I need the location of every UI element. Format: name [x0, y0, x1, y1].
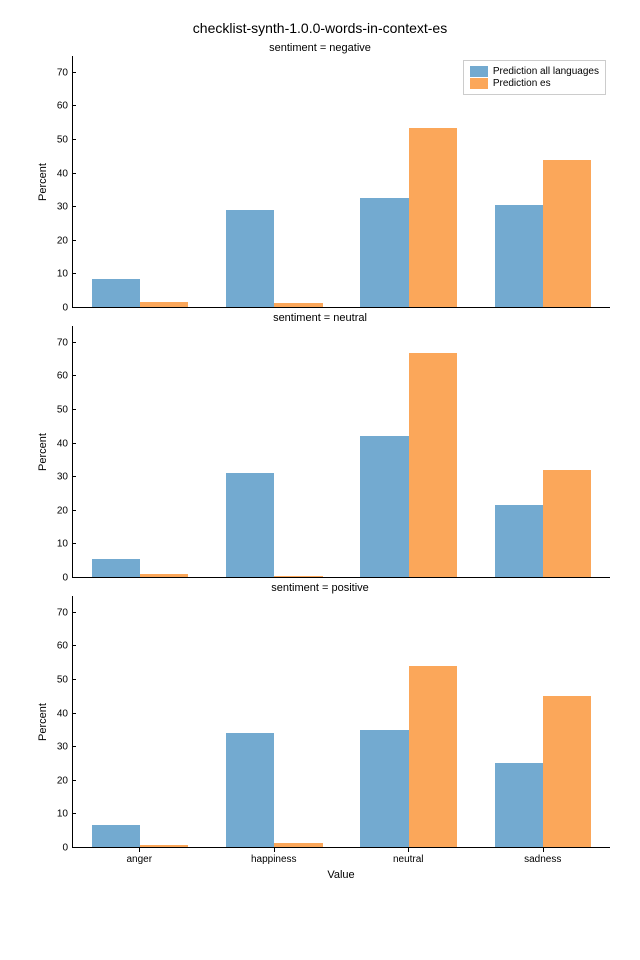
x-axis: angerhappinessneutralsadness: [30, 848, 610, 865]
bar-es: [409, 128, 457, 307]
panel-title: sentiment = negative: [30, 42, 610, 54]
chart-main-title: checklist-synth-1.0.0-words-in-context-e…: [193, 20, 447, 36]
bar-es: [543, 160, 591, 307]
bar-all-languages: [495, 505, 543, 577]
y-tick-label: 30: [57, 202, 68, 213]
y-tick-label: 40: [57, 438, 68, 449]
bar-es: [274, 303, 322, 307]
bar-all-languages: [360, 730, 408, 847]
bar-es: [409, 353, 457, 577]
y-tick-label: 70: [57, 337, 68, 348]
bar-all-languages: [495, 763, 543, 847]
bar-all-languages: [92, 559, 140, 577]
y-tick-label: 50: [57, 675, 68, 686]
bar-es: [140, 574, 188, 577]
x-tick-label: neutral: [341, 848, 476, 865]
x-tick-label: anger: [72, 848, 207, 865]
bar-all-languages: [92, 279, 140, 307]
y-axis: Percent010203040506070: [30, 326, 72, 578]
legend-swatch: [470, 66, 488, 77]
legend-item: Prediction all languages: [470, 66, 599, 77]
y-tick-label: 50: [57, 405, 68, 416]
y-tick-label: 0: [62, 843, 68, 854]
plot-area: [72, 596, 610, 848]
y-tick-label: 10: [57, 539, 68, 550]
x-tick-mark: [274, 848, 275, 852]
y-tick-label: 60: [57, 641, 68, 652]
x-tick-mark: [543, 848, 544, 852]
bar-es: [274, 843, 322, 847]
chart-area: Percent010203040506070: [30, 326, 610, 578]
y-tick-label: 10: [57, 809, 68, 820]
panel-title: sentiment = positive: [30, 582, 610, 594]
chart-area: Percent010203040506070: [30, 596, 610, 848]
y-tick-label: 60: [57, 101, 68, 112]
x-tick-mark: [139, 848, 140, 852]
bar-all-languages: [360, 198, 408, 307]
y-tick-label: 30: [57, 472, 68, 483]
bar-all-languages: [360, 436, 408, 577]
bar-all-languages: [226, 733, 274, 847]
bar-all-languages: [495, 205, 543, 307]
y-tick-label: 40: [57, 708, 68, 719]
y-tick-label: 70: [57, 607, 68, 618]
panels-container: sentiment = negativePercent0102030405060…: [30, 42, 610, 885]
bar-es: [274, 576, 322, 577]
legend-item: Prediction es: [470, 78, 599, 89]
y-tick-label: 20: [57, 775, 68, 786]
y-tick-label: 70: [57, 67, 68, 78]
legend: Prediction all languagesPrediction es: [463, 60, 606, 95]
legend-label: Prediction es: [493, 78, 551, 89]
panel-title: sentiment = neutral: [30, 312, 610, 324]
chart-panel: sentiment = positivePercent0102030405060…: [30, 582, 610, 881]
chart-panel: sentiment = neutralPercent01020304050607…: [30, 312, 610, 578]
y-tick-label: 40: [57, 168, 68, 179]
x-tick-label: happiness: [207, 848, 342, 865]
legend-label: Prediction all languages: [493, 66, 599, 77]
bar-es: [543, 470, 591, 577]
plot-area: [72, 326, 610, 578]
x-tick-label: sadness: [476, 848, 611, 865]
legend-swatch: [470, 78, 488, 89]
bar-all-languages: [226, 210, 274, 307]
bar-all-languages: [226, 473, 274, 577]
x-tick-mark: [408, 848, 409, 852]
chart-area: Percent010203040506070Prediction all lan…: [30, 56, 610, 308]
y-tick-label: 10: [57, 269, 68, 280]
bar-es: [409, 666, 457, 847]
bar-es: [140, 302, 188, 307]
plot-area: Prediction all languagesPrediction es: [72, 56, 610, 308]
y-tick-label: 60: [57, 371, 68, 382]
y-tick-label: 50: [57, 135, 68, 146]
y-tick-label: 20: [57, 235, 68, 246]
bar-es: [140, 845, 188, 847]
x-axis-label: Value: [30, 869, 610, 881]
y-tick-label: 30: [57, 742, 68, 753]
chart-panel: sentiment = negativePercent0102030405060…: [30, 42, 610, 308]
bar-all-languages: [92, 825, 140, 847]
bar-es: [543, 696, 591, 847]
y-tick-label: 20: [57, 505, 68, 516]
y-axis: Percent010203040506070: [30, 596, 72, 848]
y-axis: Percent010203040506070: [30, 56, 72, 308]
